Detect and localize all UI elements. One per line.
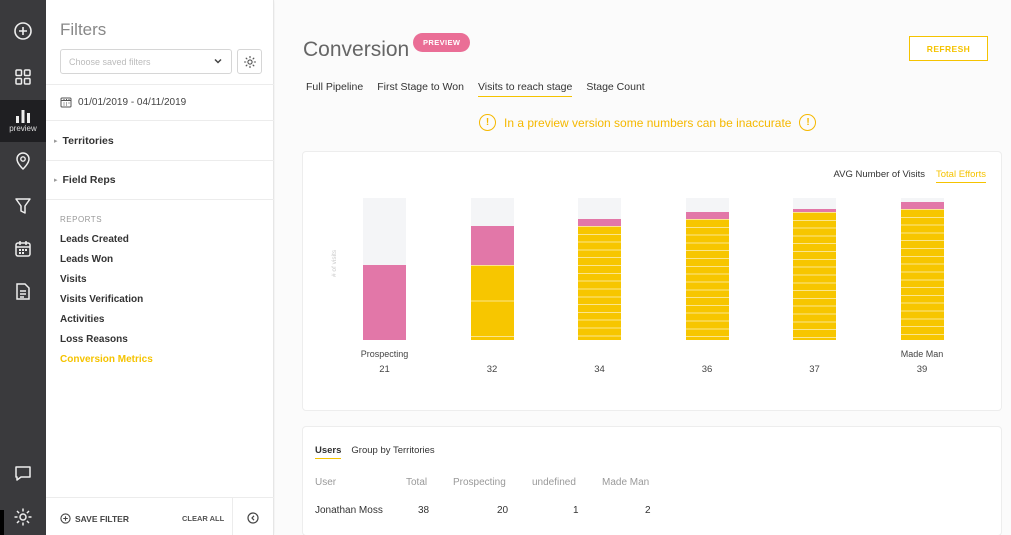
- saved-filters-select[interactable]: Choose saved filters: [60, 49, 232, 74]
- tab-visits-to-reach-stage[interactable]: Visits to reach stage: [477, 81, 573, 97]
- clear-all-button[interactable]: CLEAR ALL: [182, 514, 225, 523]
- chat-icon[interactable]: [0, 453, 46, 493]
- divider: [232, 498, 233, 535]
- warning-text: In a preview version some numbers can be…: [504, 115, 792, 130]
- bar-segment-pink[interactable]: [470, 226, 514, 266]
- filters-title: Filters: [60, 20, 107, 39]
- dashboard-grid-icon[interactable]: [0, 57, 46, 97]
- users-table-card: Users Group by Territories User Total Pr…: [302, 426, 1002, 535]
- bar-segment-pink[interactable]: [578, 219, 621, 227]
- gear-icon: [243, 55, 256, 68]
- report-loss-reasons[interactable]: Loss Reasons: [60, 334, 128, 345]
- filter-settings-button[interactable]: [237, 49, 262, 74]
- bar-segment-yellow[interactable]: [685, 219, 729, 340]
- expand-caret-icon: ▸: [54, 138, 58, 145]
- filter-group-label: Field Reps: [62, 174, 116, 186]
- column-header-prospecting[interactable]: Prospecting: [453, 477, 506, 488]
- save-filter-label: SAVE FILTER: [75, 513, 129, 524]
- calendar-icon[interactable]: [0, 229, 46, 269]
- toggle-avg-visits[interactable]: AVG Number of Visits: [833, 169, 925, 180]
- saved-filters-placeholder: Choose saved filters: [69, 57, 151, 67]
- plus-circle-icon: [60, 513, 71, 524]
- bar-segment-yellow[interactable]: [470, 265, 514, 340]
- warning-icon: !: [479, 114, 496, 131]
- bar-chart: Prospecting 21 32 34 36 37 Made Man 39: [303, 152, 1003, 412]
- preview-badge: PREVIEW: [413, 33, 471, 52]
- cell-user: Jonathan Moss: [315, 505, 383, 516]
- divider: [46, 199, 274, 200]
- chevron-down-icon: [213, 56, 223, 68]
- bar-segment-yellow[interactable]: [900, 208, 944, 340]
- x-total-label: 39: [916, 364, 928, 375]
- cell-prospecting: 20: [497, 505, 509, 516]
- cell-made-man: 2: [645, 505, 651, 516]
- tab-users[interactable]: Users: [315, 445, 342, 459]
- cell-total: 38: [418, 505, 430, 516]
- warning-icon: !: [799, 114, 817, 131]
- bar-segment-yellow[interactable]: [578, 226, 621, 340]
- tab-stage-count[interactable]: Stage Count: [586, 81, 645, 93]
- report-visits-verification[interactable]: Visits Verification: [60, 294, 144, 305]
- cell-undefined: 1: [573, 505, 579, 516]
- reports-chart-icon[interactable]: preview: [0, 100, 46, 142]
- tab-group-by-territories[interactable]: Group by Territories: [351, 445, 435, 456]
- preview-caption: preview: [9, 124, 37, 133]
- add-circle-icon[interactable]: [0, 11, 46, 51]
- report-leads-created[interactable]: Leads Created: [60, 234, 129, 245]
- calendar-icon: [60, 97, 72, 108]
- map-pin-icon[interactable]: [0, 141, 46, 181]
- settings-gear-icon[interactable]: [0, 497, 46, 535]
- divider: [46, 120, 274, 121]
- date-range-picker[interactable]: 01/01/2019 - 04/11/2019: [60, 96, 186, 108]
- filter-group-label: Territories: [62, 135, 114, 147]
- divider: [46, 160, 274, 161]
- divider: [46, 84, 274, 85]
- date-range-text: 01/01/2019 - 04/11/2019: [78, 96, 187, 108]
- column-header-user[interactable]: User: [315, 477, 337, 488]
- page-title: Conversion: [303, 38, 410, 61]
- column-header-total[interactable]: Total: [406, 477, 428, 488]
- chevron-left-circle-icon: [247, 512, 259, 524]
- document-icon[interactable]: [0, 271, 46, 311]
- report-conversion-metrics[interactable]: Conversion Metrics: [60, 354, 153, 365]
- report-leads-won[interactable]: Leads Won: [60, 254, 114, 265]
- bar-segment-yellow[interactable]: [793, 212, 836, 340]
- report-visits[interactable]: Visits: [60, 274, 87, 285]
- column-header-undefined[interactable]: undefined: [532, 477, 576, 488]
- icon-rail: preview: [0, 0, 46, 535]
- x-total-label: 34: [594, 364, 605, 375]
- expand-caret-icon: ▸: [54, 177, 58, 184]
- filter-group-territories[interactable]: ▸ Territories: [54, 135, 114, 147]
- report-activities[interactable]: Activities: [60, 314, 105, 325]
- bar-segment-pink[interactable]: [900, 201, 944, 209]
- bar-segment-pink[interactable]: [685, 212, 729, 220]
- funnel-icon[interactable]: [0, 186, 46, 226]
- filters-panel: Filters Choose saved filters 01/01/2019 …: [46, 0, 274, 535]
- bar-segment-pink[interactable]: [793, 208, 836, 213]
- bar-segment-pink[interactable]: [363, 265, 406, 340]
- reports-heading: REPORTS: [60, 215, 103, 224]
- toggle-total-efforts[interactable]: Total Efforts: [936, 169, 986, 183]
- filters-footer: SAVE FILTER CLEAR ALL: [46, 497, 274, 535]
- column-header-made-man[interactable]: Made Man: [602, 477, 650, 488]
- tab-first-stage-to-won[interactable]: First Stage to Won: [377, 81, 464, 93]
- collapse-panel-button[interactable]: [247, 511, 259, 529]
- chart-card: AVG Number of Visits Total Efforts # of …: [302, 151, 1002, 411]
- x-category-label: Made Man: [900, 349, 944, 359]
- refresh-button[interactable]: REFRESH: [909, 36, 988, 61]
- table-tabs: Users Group by Territories: [315, 445, 435, 459]
- main-content: Conversion PREVIEW REFRESH Full Pipeline…: [275, 0, 1011, 535]
- save-filter-button[interactable]: SAVE FILTER: [60, 513, 129, 524]
- preview-warning: ! In a preview version some numbers can …: [479, 114, 817, 131]
- view-tabs: Full Pipeline First Stage to Won Visits …: [306, 81, 645, 97]
- window-edge-marker: [0, 510, 4, 535]
- tab-full-pipeline[interactable]: Full Pipeline: [306, 81, 364, 93]
- filter-group-field-reps[interactable]: ▸ Field Reps: [54, 174, 116, 186]
- x-total-label: 21: [379, 364, 390, 375]
- x-total-label: 36: [701, 364, 713, 375]
- x-total-label: 32: [486, 364, 498, 375]
- chart-metric-toggle: AVG Number of Visits Total Efforts: [833, 169, 986, 183]
- x-category-label: Prospecting: [360, 349, 409, 359]
- x-total-label: 37: [809, 364, 820, 375]
